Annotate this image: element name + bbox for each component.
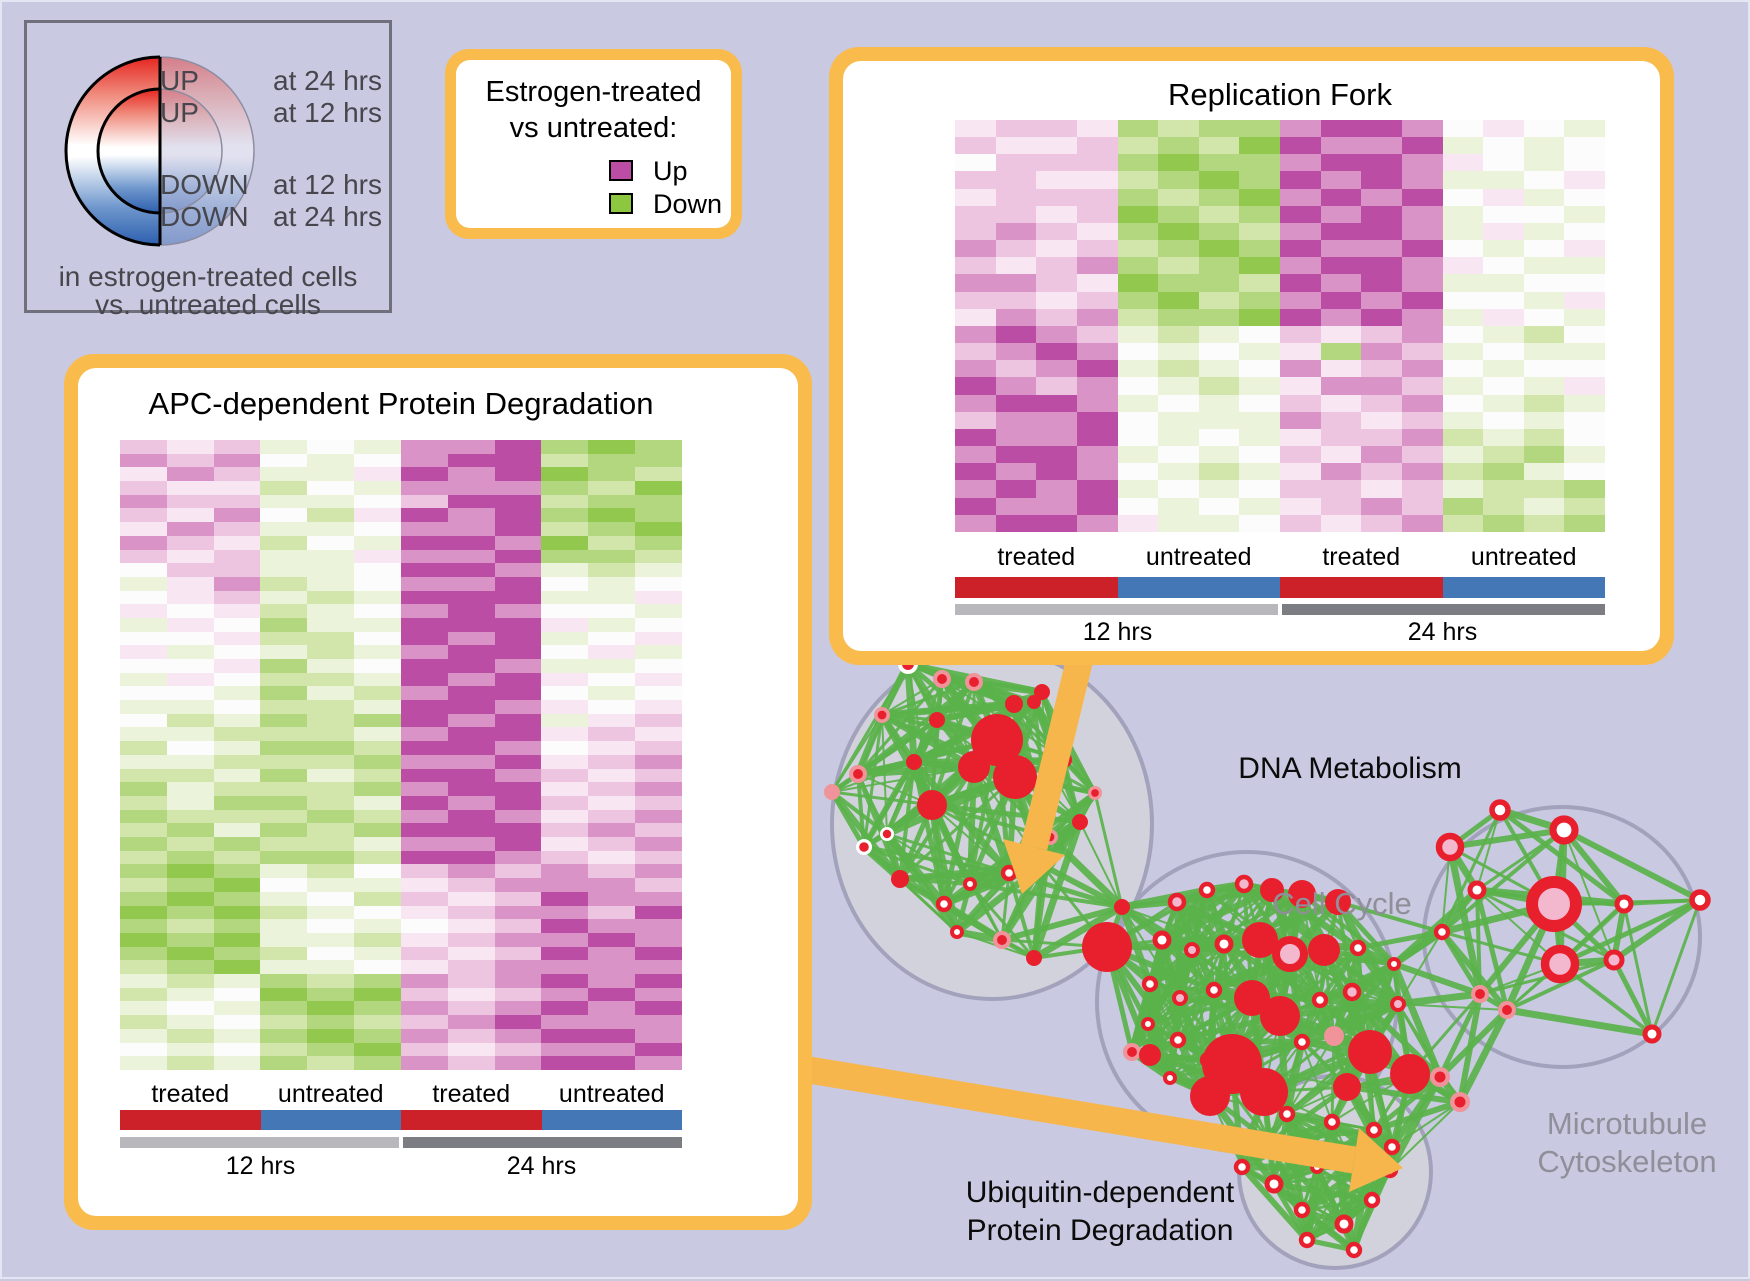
- apc-time-bar: [120, 1137, 682, 1148]
- microtubule-label-line1: Microtubule: [1547, 1106, 1707, 1141]
- down-12-time: at 12 hrs: [273, 169, 382, 200]
- apc-group-treated-12: treated: [151, 1080, 230, 1108]
- rf-12hrs-label: 12 hrs: [1082, 618, 1153, 646]
- legend-footer-line1: in estrogen-treated cells: [58, 261, 358, 292]
- rf-time-labels: 12 hrs 24 hrs: [955, 618, 1605, 647]
- rf-group-labels: treated untreated treated untreated: [955, 543, 1605, 572]
- gradient-circles: [64, 51, 260, 251]
- apc-group-treated-24: treated: [432, 1080, 511, 1108]
- rf-group-untreated-24: untreated: [1470, 543, 1577, 571]
- updown-circle-legend: UP at 24 hrs UP at 12 hrs DOWN at 12 hrs…: [24, 20, 392, 320]
- arrow-replication-fork-to-dna: [1020, 638, 1098, 851]
- up-label: Up: [653, 156, 688, 186]
- rf-group-treated-24: treated: [1322, 543, 1401, 571]
- dna-metabolism-label: DNA Metabolism: [1238, 752, 1461, 785]
- rf-treatment-bar: [955, 577, 1605, 598]
- ubiquitin-label-line2: Protein Degradation: [967, 1214, 1234, 1247]
- apc-24hrs-label: 24 hrs: [506, 1152, 577, 1180]
- ubiquitin-label-line1: Ubiquitin-dependent: [966, 1176, 1235, 1209]
- up-24-word: UP: [160, 65, 199, 96]
- estrogen-title-line1: Estrogen-treated: [485, 76, 702, 108]
- up-12-word: UP: [160, 97, 199, 128]
- legend-footer-line2: vs. untreated cells: [95, 289, 321, 320]
- apc-panel: APC-dependent Protein Degradation treate…: [64, 354, 812, 1230]
- apc-group-untreated-12: untreated: [277, 1080, 384, 1108]
- rf-time-bar: [955, 604, 1605, 615]
- down-24-time: at 24 hrs: [273, 201, 382, 232]
- replication-fork-heatmap: [955, 120, 1605, 532]
- arrowhead-replication-fork-to-dna: [1003, 839, 1065, 894]
- cell-cycle-label: Cell Cycle: [1272, 886, 1412, 921]
- apc-time-labels: 12 hrs 24 hrs: [120, 1152, 682, 1181]
- down-12-word: DOWN: [160, 169, 249, 200]
- arrowhead-apc-to-ubiquitin: [1349, 1128, 1403, 1192]
- up-swatch: [609, 160, 633, 181]
- arrow-apc-to-ubiquitin: [794, 1054, 1357, 1174]
- down-swatch: [609, 193, 633, 214]
- rf-group-treated-12: treated: [997, 543, 1076, 571]
- estrogen-title-line2: vs untreated:: [509, 112, 678, 144]
- down-label: Down: [653, 189, 723, 219]
- microtubule-label-line2: Cytoskeleton: [1537, 1144, 1716, 1179]
- up-24-time: at 24 hrs: [273, 65, 382, 96]
- apc-group-labels: treated untreated treated untreated: [120, 1080, 682, 1109]
- rf-group-untreated-12: untreated: [1145, 543, 1252, 571]
- down-24-word: DOWN: [160, 201, 249, 232]
- rf-24hrs-label: 24 hrs: [1407, 618, 1478, 646]
- apc-panel-title: APC-dependent Protein Degradation: [148, 386, 654, 421]
- up-12-time: at 12 hrs: [273, 97, 382, 128]
- apc-group-untreated-24: untreated: [558, 1080, 665, 1108]
- apc-heatmap: [120, 440, 682, 1070]
- apc-12hrs-label: 12 hrs: [225, 1152, 296, 1180]
- apc-treatment-bar: [120, 1110, 682, 1130]
- replication-fork-title: Replication Fork: [1168, 77, 1392, 112]
- replication-fork-panel: Replication Fork treated untreated treat…: [829, 47, 1674, 665]
- estrogen-legend: Estrogen-treated vs untreated: Up Down: [445, 49, 742, 239]
